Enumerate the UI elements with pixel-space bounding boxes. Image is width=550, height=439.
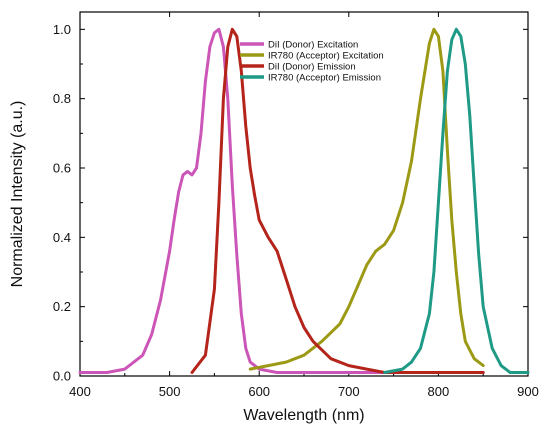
y-tick-label: 0.0 [53, 369, 71, 384]
series-line-1 [78, 27, 485, 374]
y-tick-label: 1.0 [53, 22, 71, 37]
x-tick-label: 900 [517, 384, 539, 399]
y-tick-label: 0.4 [53, 230, 71, 245]
legend-label: DiI (Donor) Excitation [268, 40, 358, 51]
y-tick-label: 0.2 [53, 299, 71, 314]
y-tick-label: 0.8 [53, 91, 71, 106]
series-layer [78, 27, 530, 374]
legend-label: DiI (Donor) Emission [268, 62, 356, 73]
x-tick-label: 700 [338, 384, 360, 399]
x-tick-label: 500 [159, 384, 181, 399]
x-tick-label: 800 [428, 384, 450, 399]
y-axis-title: Normalized Intensity (a.u.) [9, 101, 26, 288]
series-line-2 [248, 27, 485, 371]
x-axis-ticks: 400 500 600 700 800 900 [69, 12, 539, 399]
x-tick-label: 600 [248, 384, 270, 399]
y-axis-ticks: 0.0 0.2 0.4 0.6 0.8 1.0 [53, 22, 528, 384]
series-line-3 [190, 27, 485, 374]
x-tick-label: 400 [69, 384, 91, 399]
legend-label: IR780 (Acceptor) Emission [268, 73, 381, 84]
legend-label: IR780 (Acceptor) Excitation [268, 51, 384, 62]
series-line-4 [383, 27, 530, 374]
y-tick-label: 0.6 [53, 161, 71, 176]
x-axis-title: Wavelength (nm) [243, 407, 364, 424]
